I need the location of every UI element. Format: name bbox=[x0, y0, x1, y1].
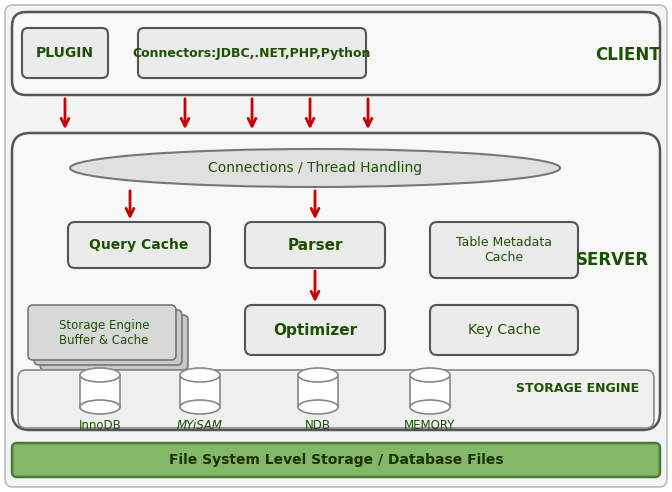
Ellipse shape bbox=[410, 368, 450, 382]
FancyBboxPatch shape bbox=[40, 315, 188, 370]
FancyBboxPatch shape bbox=[245, 305, 385, 355]
Text: STORAGE ENGINE: STORAGE ENGINE bbox=[517, 382, 640, 395]
Text: Connectors:JDBC,.NET,PHP,Python: Connectors:JDBC,.NET,PHP,Python bbox=[133, 47, 371, 60]
FancyBboxPatch shape bbox=[28, 305, 176, 360]
Text: MYiSAM: MYiSAM bbox=[177, 419, 223, 432]
Bar bbox=[298, 375, 338, 407]
Ellipse shape bbox=[180, 368, 220, 382]
Text: Optimizer: Optimizer bbox=[273, 322, 357, 338]
FancyBboxPatch shape bbox=[138, 28, 366, 78]
FancyBboxPatch shape bbox=[68, 222, 210, 268]
Ellipse shape bbox=[410, 400, 450, 414]
Ellipse shape bbox=[298, 400, 338, 414]
FancyBboxPatch shape bbox=[430, 305, 578, 355]
Ellipse shape bbox=[80, 368, 120, 382]
Bar bbox=[80, 375, 120, 407]
Text: Storage Engine
Buffer & Cache: Storage Engine Buffer & Cache bbox=[58, 319, 149, 347]
FancyBboxPatch shape bbox=[245, 222, 385, 268]
FancyBboxPatch shape bbox=[5, 5, 667, 487]
Text: CLIENT: CLIENT bbox=[595, 46, 661, 64]
Text: InnoDB: InnoDB bbox=[79, 419, 122, 432]
FancyBboxPatch shape bbox=[12, 12, 660, 95]
Text: Key Cache: Key Cache bbox=[468, 323, 540, 337]
Text: PLUGIN: PLUGIN bbox=[36, 46, 94, 60]
FancyBboxPatch shape bbox=[430, 222, 578, 278]
Text: MEMORY: MEMORY bbox=[405, 419, 456, 432]
Text: Parser: Parser bbox=[287, 238, 343, 252]
FancyBboxPatch shape bbox=[12, 443, 660, 477]
Text: File System Level Storage / Database Files: File System Level Storage / Database Fil… bbox=[169, 453, 503, 467]
Text: Table Metadata
Cache: Table Metadata Cache bbox=[456, 236, 552, 264]
Text: Connections / Thread Handling: Connections / Thread Handling bbox=[208, 161, 422, 175]
FancyBboxPatch shape bbox=[12, 133, 660, 430]
Ellipse shape bbox=[80, 400, 120, 414]
Ellipse shape bbox=[180, 400, 220, 414]
Text: NDB: NDB bbox=[305, 419, 331, 432]
Bar bbox=[410, 375, 450, 407]
Text: Query Cache: Query Cache bbox=[89, 238, 189, 252]
FancyBboxPatch shape bbox=[34, 310, 182, 365]
FancyBboxPatch shape bbox=[18, 370, 654, 428]
Text: SERVER: SERVER bbox=[575, 251, 648, 269]
Ellipse shape bbox=[70, 149, 560, 187]
Bar bbox=[180, 375, 220, 407]
FancyBboxPatch shape bbox=[22, 28, 108, 78]
Ellipse shape bbox=[298, 368, 338, 382]
